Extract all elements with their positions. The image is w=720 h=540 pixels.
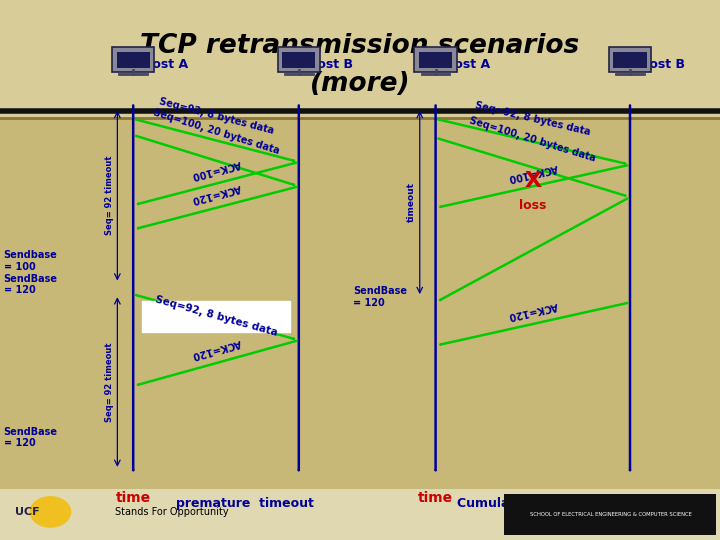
Text: UCF: UCF (15, 507, 40, 517)
Text: Cumulative  ACK scenario: Cumulative ACK scenario (457, 497, 637, 510)
FancyBboxPatch shape (613, 52, 647, 68)
Text: Seq=92, 8 bytes data: Seq=92, 8 bytes data (158, 97, 274, 136)
FancyBboxPatch shape (0, 0, 720, 119)
Text: Seq=92, 8 bytes data: Seq=92, 8 bytes data (474, 100, 592, 137)
Text: Host A: Host A (444, 58, 490, 71)
Text: Host B: Host B (639, 58, 685, 71)
FancyBboxPatch shape (0, 489, 720, 540)
Text: TCP retransmission scenarios: TCP retransmission scenarios (140, 33, 580, 59)
Text: SendBase
= 120: SendBase = 120 (4, 427, 58, 448)
Text: Stands For Opportunity: Stands For Opportunity (115, 507, 229, 517)
FancyBboxPatch shape (117, 52, 150, 68)
Text: Seq=92, 8 bytes data: Seq=92, 8 bytes data (153, 294, 279, 338)
FancyBboxPatch shape (504, 494, 716, 535)
Text: timeout: timeout (408, 183, 416, 222)
Text: ACK=120: ACK=120 (190, 337, 242, 360)
FancyBboxPatch shape (419, 52, 452, 68)
Text: Seq=100, 20 bytes data: Seq=100, 20 bytes data (152, 108, 280, 157)
Text: Seq=100, 20 bytes data: Seq=100, 20 bytes data (469, 115, 597, 163)
Text: Host A: Host A (142, 58, 188, 71)
Text: ACK=120: ACK=120 (507, 300, 559, 321)
Text: loss: loss (519, 199, 546, 212)
Text: SCHOOL OF ELECTRICAL ENGINEERING & COMPUTER SCIENCE: SCHOOL OF ELECTRICAL ENGINEERING & COMPU… (530, 511, 691, 517)
FancyBboxPatch shape (142, 301, 290, 333)
Text: time: time (418, 491, 453, 505)
Text: SendBase
= 120: SendBase = 120 (353, 286, 407, 308)
FancyBboxPatch shape (609, 47, 652, 71)
Text: X: X (524, 171, 541, 191)
Text: premature  timeout: premature timeout (176, 497, 314, 510)
Text: Seq= 92 timeout: Seq= 92 timeout (105, 342, 114, 422)
Text: (more): (more) (310, 71, 410, 97)
Text: Host B: Host B (307, 58, 354, 71)
Text: Sendbase
= 100
SendBase
= 120: Sendbase = 100 SendBase = 120 (4, 251, 58, 295)
FancyBboxPatch shape (277, 47, 320, 71)
Circle shape (30, 497, 71, 527)
Text: time: time (116, 491, 150, 505)
FancyBboxPatch shape (112, 47, 154, 71)
Text: ACK=120: ACK=120 (190, 182, 242, 205)
Text: ACK=100: ACK=100 (190, 158, 242, 180)
Text: Seq= 92 timeout: Seq= 92 timeout (105, 156, 114, 235)
FancyBboxPatch shape (415, 47, 457, 71)
FancyBboxPatch shape (282, 52, 315, 68)
Text: ACK=100: ACK=100 (507, 163, 559, 183)
